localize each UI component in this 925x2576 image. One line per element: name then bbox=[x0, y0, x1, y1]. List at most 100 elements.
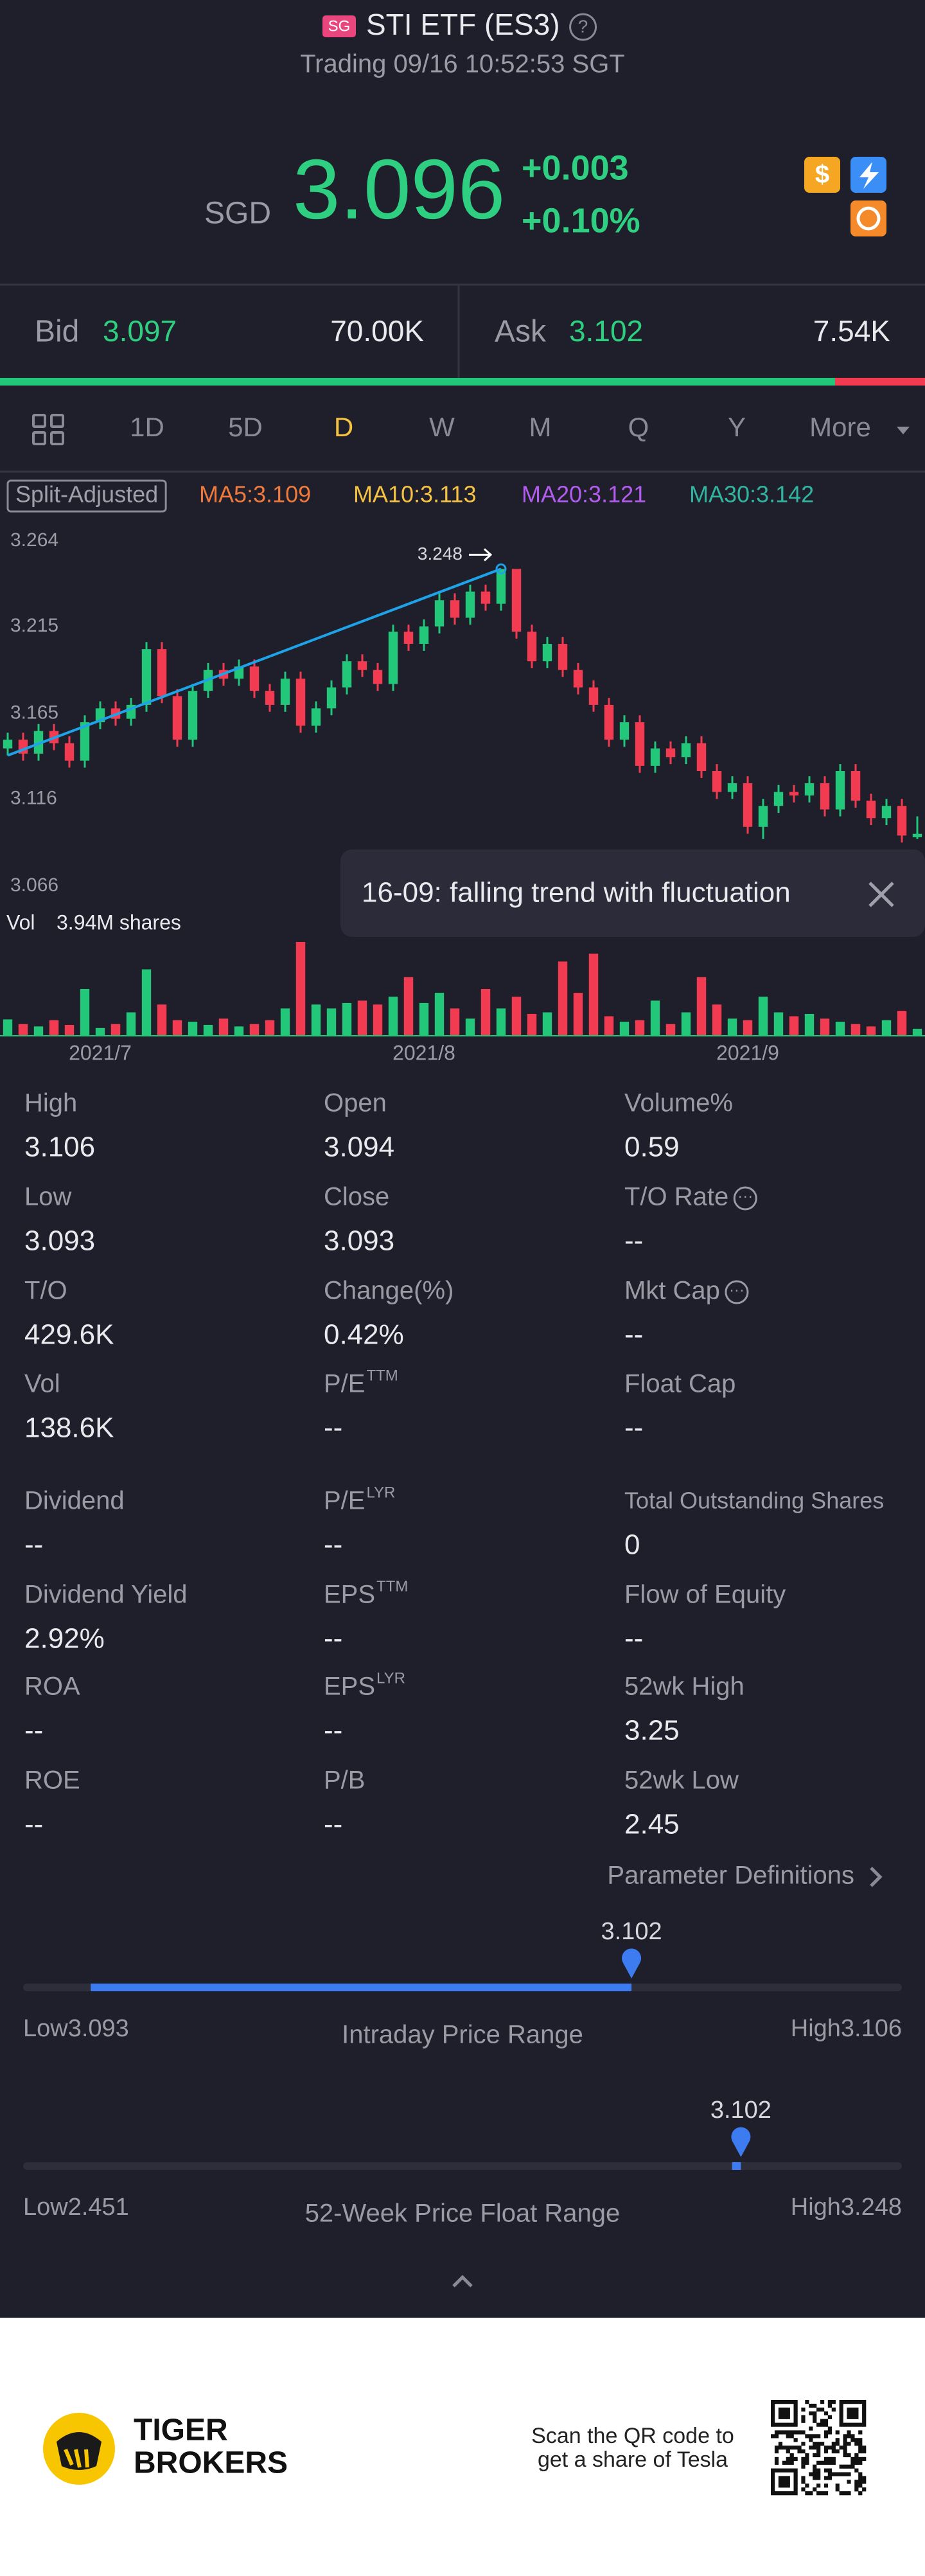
qr-module bbox=[831, 2456, 836, 2462]
ask-label: Ask bbox=[495, 315, 547, 349]
candle-body bbox=[619, 722, 630, 740]
qr-module bbox=[809, 2426, 813, 2431]
close-icon[interactable] bbox=[868, 882, 894, 907]
qr-module bbox=[858, 2456, 863, 2462]
qr-module bbox=[827, 2446, 833, 2450]
period-tab[interactable]: Y bbox=[728, 412, 746, 442]
info-icon[interactable] bbox=[733, 1186, 757, 1211]
peak-marker bbox=[495, 563, 507, 574]
qr-module bbox=[774, 2434, 779, 2438]
candle-body bbox=[465, 591, 475, 618]
more-arrow[interactable] bbox=[897, 427, 910, 434]
qr-module bbox=[782, 2460, 786, 2465]
qr-module bbox=[789, 2456, 794, 2462]
qr-module bbox=[850, 2407, 855, 2412]
qr-module bbox=[850, 2460, 855, 2465]
period-tab[interactable]: D bbox=[334, 412, 353, 442]
qr-module bbox=[774, 2449, 779, 2454]
qr-module bbox=[809, 2411, 813, 2415]
x-tick-label: 2021/7 bbox=[69, 1041, 132, 1064]
stat-value: -- bbox=[324, 1715, 342, 1746]
stat-label: Open bbox=[324, 1089, 387, 1117]
qr-module bbox=[858, 2422, 863, 2427]
candle-body bbox=[280, 679, 290, 705]
indicator: MA5:3.109 bbox=[199, 481, 311, 508]
volume-bar bbox=[727, 1018, 737, 1036]
volume-bar bbox=[650, 1000, 660, 1036]
period-tab[interactable]: W bbox=[429, 412, 455, 442]
volume-bar bbox=[326, 1008, 337, 1036]
period-tab[interactable]: More bbox=[809, 412, 871, 442]
parameter-link[interactable]: Parameter Definitions bbox=[607, 1861, 854, 1890]
qr-module bbox=[824, 2430, 829, 2435]
qr-module bbox=[805, 2456, 809, 2462]
qr-module bbox=[843, 2446, 847, 2450]
qr-module bbox=[858, 2400, 863, 2404]
stat-label: Low bbox=[24, 1183, 71, 1211]
qr-module bbox=[824, 2449, 829, 2454]
period-tab[interactable]: 5D bbox=[228, 412, 263, 442]
period-tab[interactable]: Q bbox=[628, 412, 649, 442]
qr-module bbox=[862, 2449, 867, 2454]
qr-module bbox=[793, 2480, 798, 2484]
help-icon[interactable] bbox=[569, 13, 597, 41]
qr-module bbox=[813, 2453, 817, 2458]
qr-module bbox=[831, 2472, 836, 2476]
qr-code bbox=[771, 2400, 867, 2496]
candle-body bbox=[712, 771, 722, 792]
candle-body bbox=[527, 632, 537, 662]
qr-module bbox=[771, 2434, 775, 2438]
trend-line bbox=[7, 567, 502, 757]
stat-label-sup: LYR bbox=[366, 1484, 395, 1501]
ask-depth-bar bbox=[834, 378, 925, 386]
volume-bar bbox=[820, 1018, 830, 1036]
range-high-label: High bbox=[791, 2015, 841, 2042]
qr-module bbox=[813, 2487, 817, 2492]
qr-module bbox=[778, 2468, 783, 2473]
candle-body bbox=[835, 771, 845, 810]
info-icon[interactable] bbox=[725, 1280, 749, 1304]
insight-popup[interactable] bbox=[340, 849, 925, 937]
stat-label: 52wk Low bbox=[624, 1766, 739, 1795]
volume-bar bbox=[388, 997, 398, 1036]
range-low-label: Low bbox=[23, 2194, 68, 2221]
qr-module bbox=[801, 2407, 806, 2412]
qr-module bbox=[782, 2446, 786, 2450]
period-tab[interactable]: M bbox=[529, 412, 552, 442]
qr-module bbox=[850, 2422, 855, 2427]
qr-module bbox=[782, 2407, 786, 2412]
qr-module bbox=[786, 2483, 790, 2488]
insight-text: 16-09: falling trend with fluctuation bbox=[362, 877, 791, 909]
indicator-box[interactable] bbox=[6, 479, 167, 513]
volume-bar bbox=[789, 1016, 799, 1036]
stat-value: -- bbox=[624, 1225, 643, 1257]
qr-module bbox=[843, 2449, 847, 2454]
dollar-icon[interactable] bbox=[804, 157, 840, 193]
layout-icon[interactable] bbox=[32, 414, 64, 445]
qr-module bbox=[786, 2446, 790, 2450]
market-badge bbox=[322, 15, 356, 37]
qr-module bbox=[771, 2400, 775, 2404]
qr-module bbox=[862, 2407, 867, 2412]
qr-module bbox=[839, 2419, 843, 2423]
qr-module bbox=[827, 2472, 833, 2476]
qr-module bbox=[782, 2430, 786, 2435]
volume-bar bbox=[373, 1004, 383, 1036]
stat-value: -- bbox=[624, 1623, 643, 1655]
candle-body bbox=[450, 600, 460, 618]
volume-bar bbox=[635, 1020, 645, 1036]
qr-module bbox=[801, 2430, 806, 2435]
qr-module bbox=[801, 2487, 806, 2492]
link-chevron[interactable] bbox=[870, 1867, 883, 1887]
period-tab[interactable]: 1D bbox=[130, 412, 164, 442]
candle-body bbox=[64, 743, 75, 761]
qr-module bbox=[816, 2434, 821, 2438]
qr-module bbox=[854, 2468, 859, 2473]
stat-value: 3.106 bbox=[24, 1132, 95, 1163]
swap-icon[interactable] bbox=[850, 200, 886, 236]
qr-module bbox=[850, 2456, 855, 2462]
qr-module bbox=[839, 2472, 843, 2476]
volume-bar bbox=[434, 993, 445, 1036]
stat-value: 3.093 bbox=[24, 1225, 95, 1257]
collapse-chevron[interactable] bbox=[452, 2275, 473, 2287]
